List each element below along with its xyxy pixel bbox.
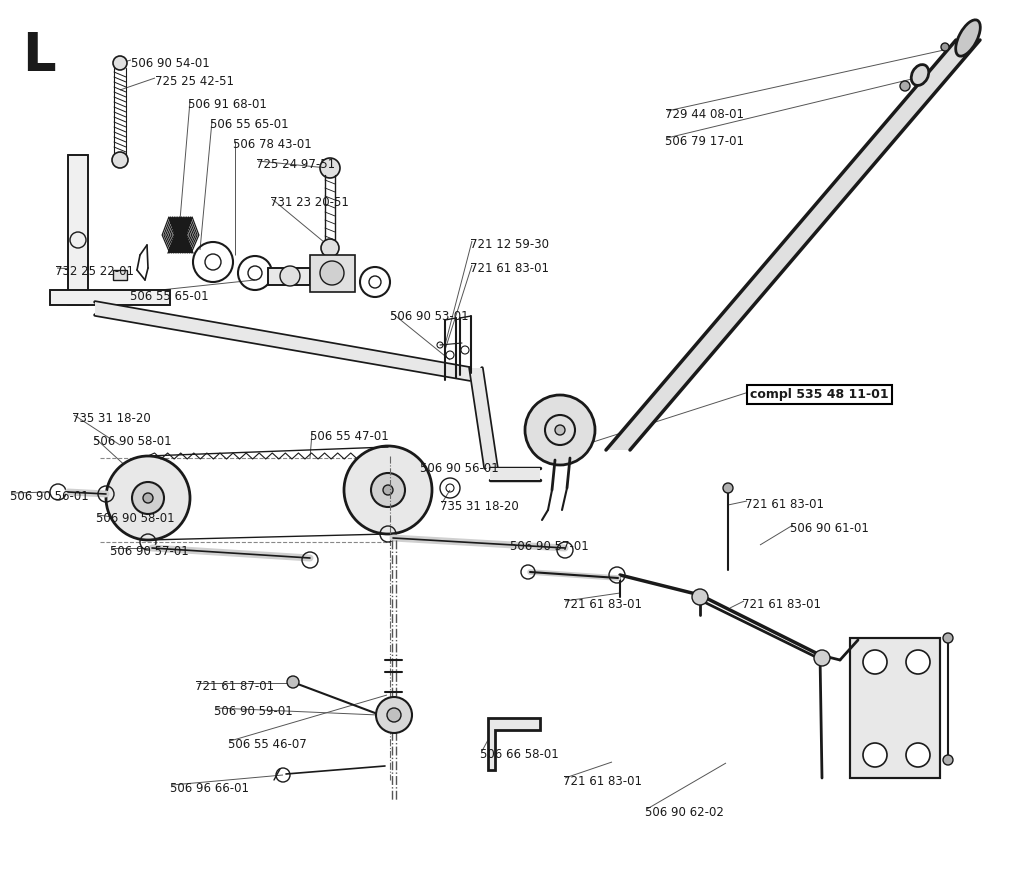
- Circle shape: [863, 650, 887, 674]
- Text: 721 61 87-01: 721 61 87-01: [195, 680, 274, 693]
- Text: 506 55 65-01: 506 55 65-01: [130, 290, 209, 303]
- Circle shape: [943, 755, 953, 765]
- Polygon shape: [310, 255, 355, 292]
- Polygon shape: [606, 40, 980, 450]
- Text: 735 31 18-20: 735 31 18-20: [440, 500, 519, 513]
- Polygon shape: [95, 302, 470, 380]
- Text: 506 90 54-01: 506 90 54-01: [131, 57, 210, 70]
- Polygon shape: [850, 638, 940, 778]
- Bar: [113, 270, 127, 280]
- Circle shape: [525, 395, 595, 465]
- Circle shape: [900, 81, 910, 91]
- Circle shape: [943, 633, 953, 643]
- Text: 506 90 62-02: 506 90 62-02: [645, 806, 724, 819]
- Text: 506 90 57-01: 506 90 57-01: [510, 540, 589, 553]
- Text: 731 23 20-51: 731 23 20-51: [270, 196, 349, 209]
- Text: 506 66 58-01: 506 66 58-01: [480, 748, 559, 761]
- Text: 506 90 58-01: 506 90 58-01: [96, 512, 175, 525]
- Polygon shape: [470, 368, 497, 468]
- Circle shape: [383, 485, 393, 495]
- Text: 506 78 43-01: 506 78 43-01: [233, 138, 311, 151]
- Circle shape: [319, 158, 340, 178]
- Text: 506 55 46-07: 506 55 46-07: [228, 738, 307, 751]
- Text: L: L: [22, 30, 55, 82]
- Circle shape: [132, 482, 164, 514]
- Polygon shape: [488, 718, 540, 770]
- Text: compl 535 48 11-01: compl 535 48 11-01: [750, 388, 889, 401]
- Circle shape: [371, 473, 406, 507]
- Circle shape: [863, 743, 887, 767]
- Text: 721 61 83-01: 721 61 83-01: [563, 598, 642, 611]
- Circle shape: [321, 239, 339, 257]
- Text: 721 61 83-01: 721 61 83-01: [563, 775, 642, 788]
- Text: 506 90 58-01: 506 90 58-01: [93, 435, 172, 448]
- Circle shape: [723, 483, 733, 493]
- Circle shape: [814, 650, 830, 666]
- Text: 506 90 59-01: 506 90 59-01: [214, 705, 293, 718]
- Circle shape: [692, 589, 708, 605]
- Circle shape: [280, 266, 300, 286]
- Circle shape: [112, 152, 128, 168]
- Text: 506 79 17-01: 506 79 17-01: [665, 135, 744, 148]
- Circle shape: [319, 261, 344, 285]
- Circle shape: [906, 743, 930, 767]
- Text: 721 12 59-30: 721 12 59-30: [470, 238, 549, 251]
- Text: 506 55 47-01: 506 55 47-01: [310, 430, 389, 443]
- Circle shape: [344, 446, 432, 534]
- Polygon shape: [68, 155, 88, 305]
- Circle shape: [287, 676, 299, 688]
- Circle shape: [113, 56, 127, 70]
- Ellipse shape: [911, 65, 929, 85]
- Text: 506 90 56-01: 506 90 56-01: [10, 490, 89, 503]
- Text: 725 25 42-51: 725 25 42-51: [155, 75, 234, 88]
- Circle shape: [555, 425, 565, 435]
- Ellipse shape: [955, 20, 980, 56]
- Text: 506 96 66-01: 506 96 66-01: [170, 782, 249, 795]
- Text: 732 25 22-01: 732 25 22-01: [55, 265, 134, 278]
- Text: 506 90 56-01: 506 90 56-01: [420, 462, 499, 475]
- Text: 725 24 97-51: 725 24 97-51: [256, 158, 335, 171]
- Text: 506 91 68-01: 506 91 68-01: [188, 98, 267, 111]
- Text: 721 61 83-01: 721 61 83-01: [470, 262, 549, 275]
- Circle shape: [106, 456, 190, 540]
- Circle shape: [906, 650, 930, 674]
- Text: 506 55 65-01: 506 55 65-01: [210, 118, 289, 131]
- Text: 506 90 53-01: 506 90 53-01: [390, 310, 469, 323]
- Circle shape: [143, 493, 153, 503]
- Text: 721 61 83-01: 721 61 83-01: [745, 498, 824, 511]
- Circle shape: [387, 708, 401, 722]
- Text: 729 44 08-01: 729 44 08-01: [665, 108, 744, 121]
- Polygon shape: [268, 268, 310, 285]
- Circle shape: [941, 43, 949, 51]
- Text: 735 31 18-20: 735 31 18-20: [72, 412, 151, 425]
- Text: 506 90 61-01: 506 90 61-01: [790, 522, 869, 535]
- Text: 721 61 83-01: 721 61 83-01: [742, 598, 821, 611]
- Polygon shape: [50, 290, 170, 305]
- Text: 506 90 57-01: 506 90 57-01: [110, 545, 188, 558]
- Circle shape: [376, 697, 412, 733]
- Polygon shape: [490, 468, 540, 480]
